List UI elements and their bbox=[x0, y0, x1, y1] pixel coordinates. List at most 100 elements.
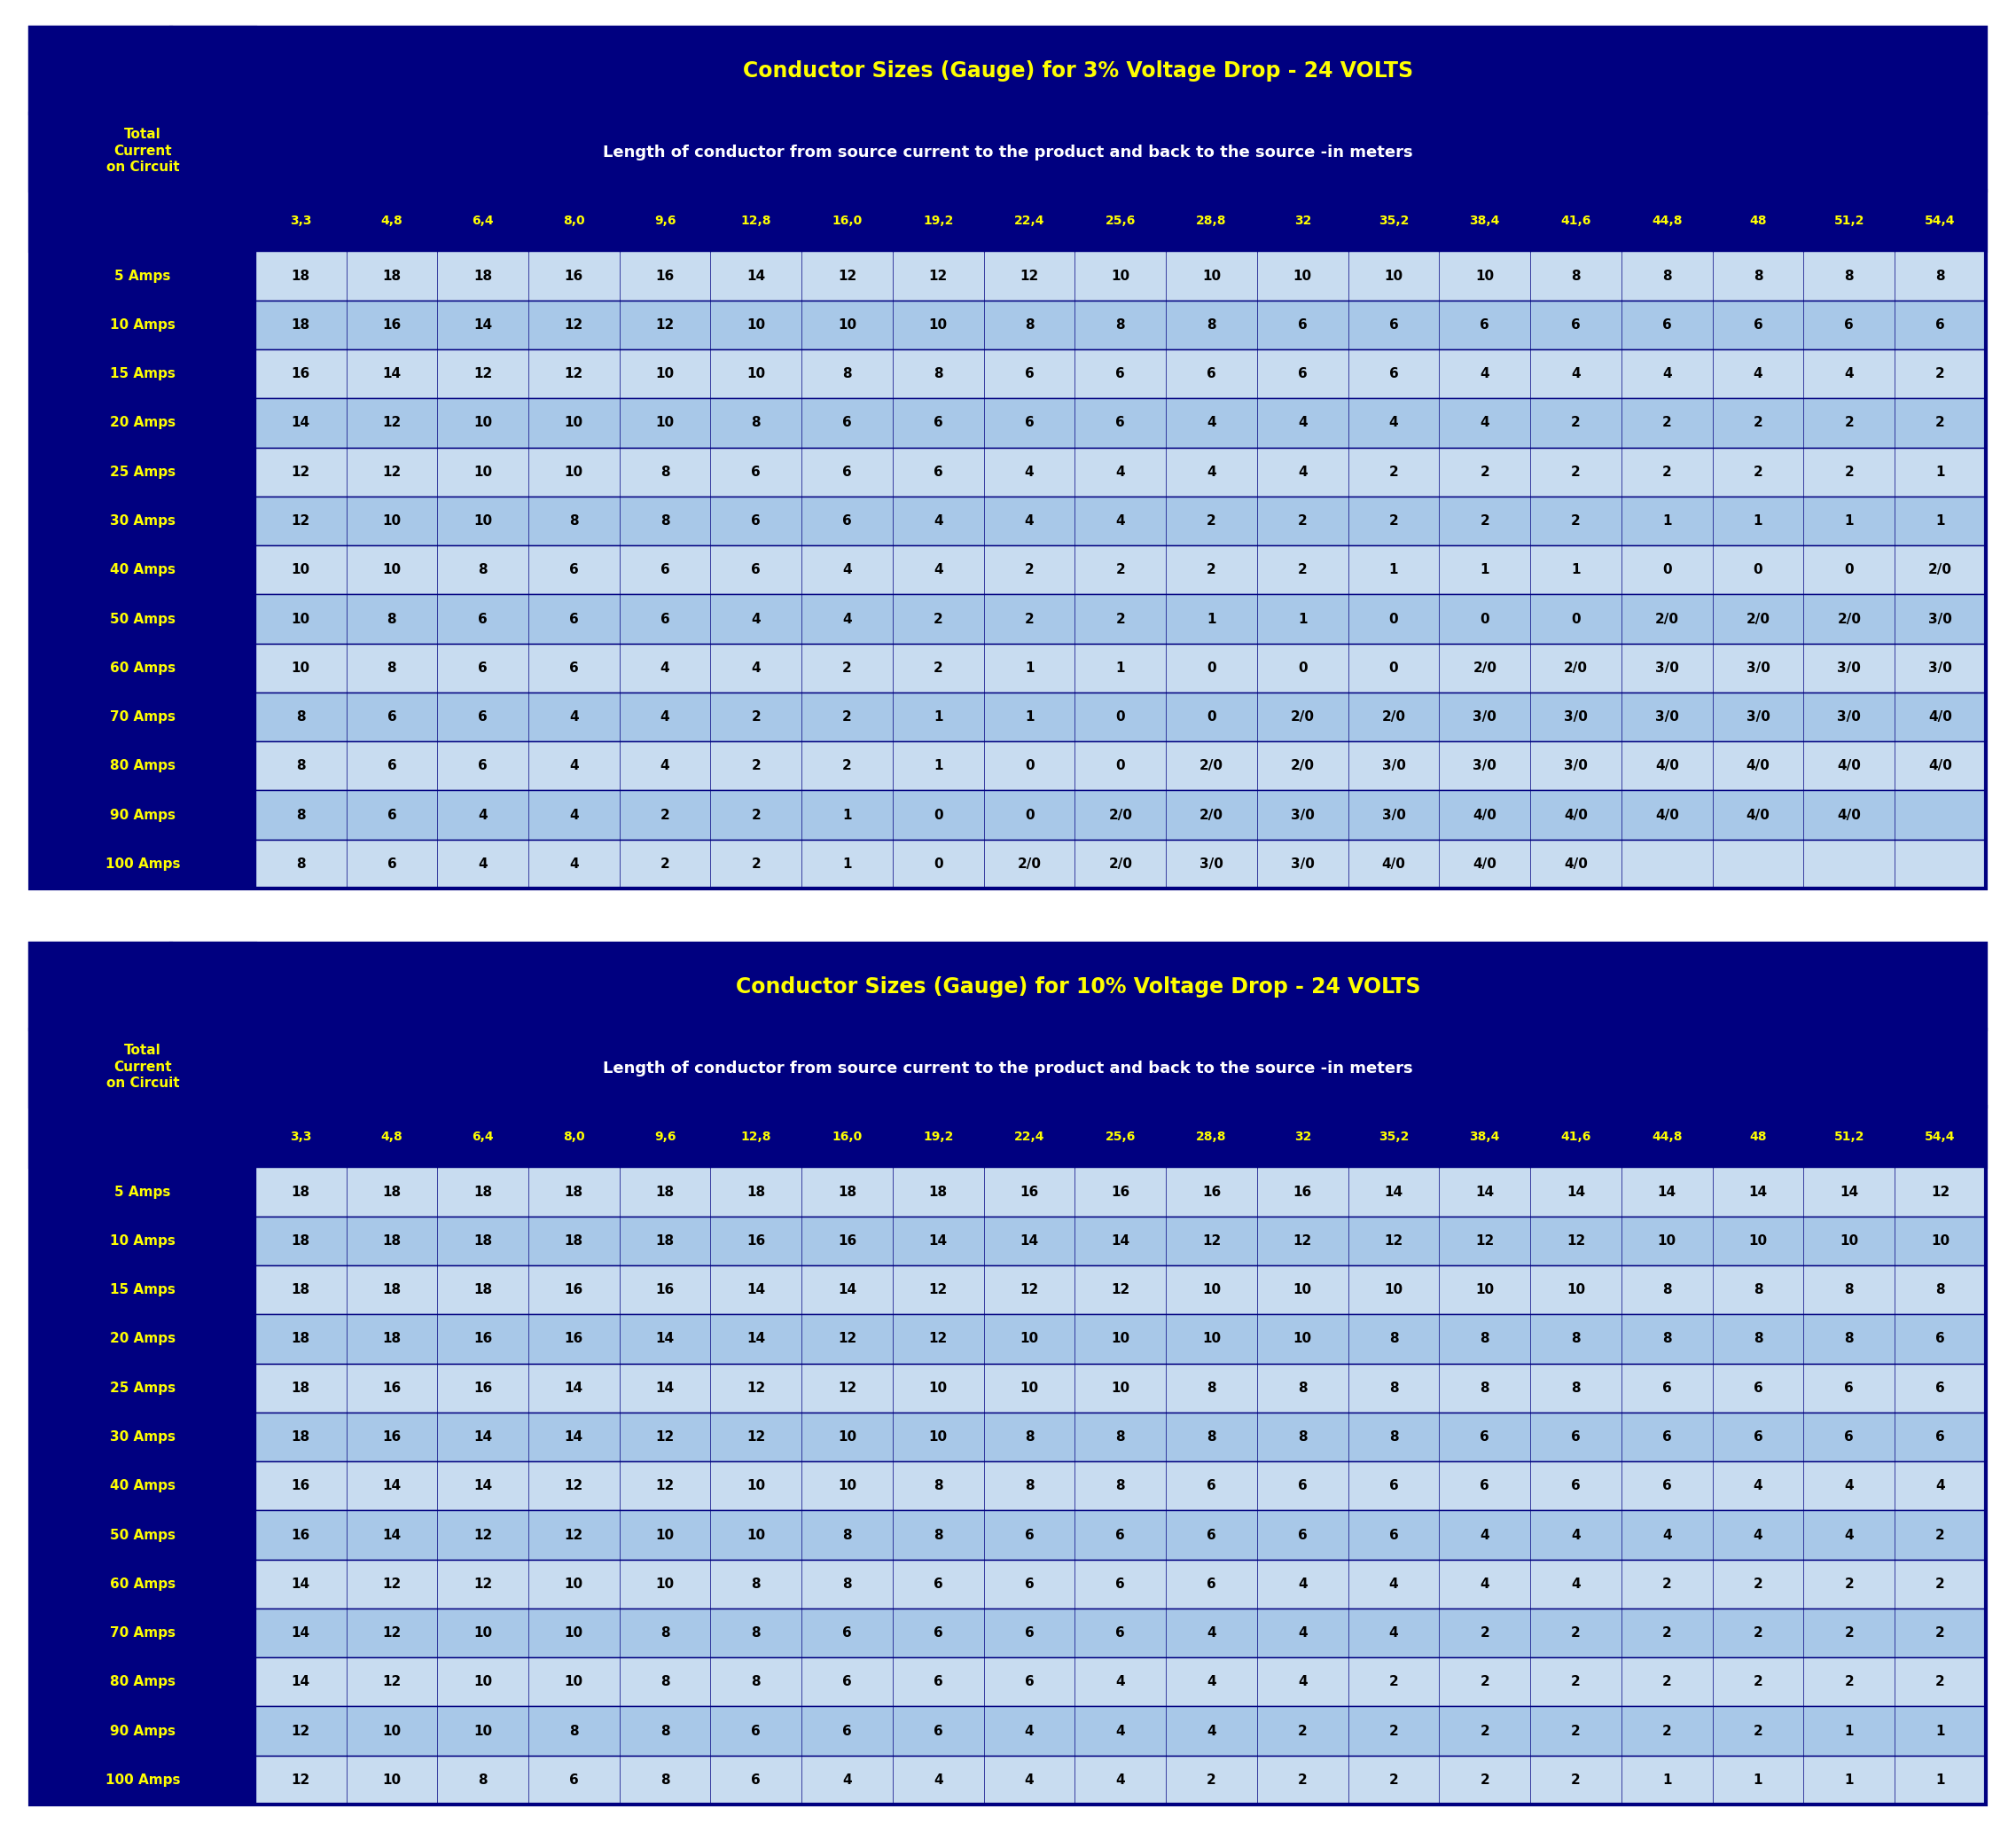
Text: 16: 16 bbox=[564, 269, 583, 282]
Text: 2/0: 2/0 bbox=[1655, 612, 1679, 625]
Text: 10: 10 bbox=[1111, 1332, 1129, 1345]
Text: 4: 4 bbox=[1024, 515, 1034, 528]
Text: 35,2: 35,2 bbox=[1379, 214, 1409, 227]
Text: 10: 10 bbox=[1292, 269, 1312, 282]
Text: 2: 2 bbox=[843, 711, 853, 724]
Text: 8: 8 bbox=[1024, 319, 1034, 332]
Text: 10: 10 bbox=[564, 1674, 583, 1689]
Text: 18: 18 bbox=[290, 1332, 310, 1345]
Text: 10: 10 bbox=[1385, 269, 1403, 282]
Text: 2: 2 bbox=[1663, 1674, 1671, 1689]
FancyBboxPatch shape bbox=[256, 546, 1986, 594]
Text: 51,2: 51,2 bbox=[1835, 214, 1865, 227]
Text: 12: 12 bbox=[746, 1431, 766, 1444]
Text: 4: 4 bbox=[1389, 1627, 1399, 1640]
Text: 12: 12 bbox=[383, 1627, 401, 1640]
Text: 2/0: 2/0 bbox=[1290, 711, 1314, 724]
Text: 1: 1 bbox=[1024, 711, 1034, 724]
Text: Conductor Sizes (Gauge) for 10% Voltage Drop - 24 VOLTS: Conductor Sizes (Gauge) for 10% Voltage … bbox=[736, 976, 1421, 997]
Text: 6: 6 bbox=[843, 1627, 853, 1640]
FancyBboxPatch shape bbox=[30, 594, 256, 643]
Text: 4: 4 bbox=[1298, 465, 1306, 478]
Text: 2: 2 bbox=[1389, 515, 1399, 528]
Text: 6: 6 bbox=[569, 612, 579, 625]
Text: 14: 14 bbox=[474, 1478, 492, 1493]
Text: 6: 6 bbox=[933, 1577, 943, 1590]
Text: 10: 10 bbox=[564, 1627, 583, 1640]
Text: 12: 12 bbox=[564, 319, 583, 332]
Text: 8: 8 bbox=[1570, 1332, 1581, 1345]
Text: 38,4: 38,4 bbox=[1470, 214, 1500, 227]
Text: 8: 8 bbox=[752, 1627, 760, 1640]
Text: 3/0: 3/0 bbox=[1381, 758, 1405, 773]
Text: 6: 6 bbox=[387, 711, 397, 724]
FancyBboxPatch shape bbox=[30, 943, 171, 1030]
Text: 4: 4 bbox=[1480, 1528, 1490, 1541]
Text: 6: 6 bbox=[1570, 1478, 1581, 1493]
Text: 6: 6 bbox=[1208, 1478, 1216, 1493]
Text: 14: 14 bbox=[383, 1528, 401, 1541]
Text: 4/0: 4/0 bbox=[1837, 758, 1861, 773]
Text: 6: 6 bbox=[1389, 366, 1399, 381]
Text: 16: 16 bbox=[839, 1235, 857, 1248]
Text: 8: 8 bbox=[1389, 1381, 1399, 1394]
Text: 12: 12 bbox=[839, 1332, 857, 1345]
Text: 6: 6 bbox=[843, 515, 853, 528]
Text: 18: 18 bbox=[564, 1235, 583, 1248]
Text: 6: 6 bbox=[752, 465, 760, 478]
Text: 6: 6 bbox=[1024, 1674, 1034, 1689]
Text: 2: 2 bbox=[1480, 1674, 1490, 1689]
Text: 12: 12 bbox=[1111, 1282, 1129, 1297]
Text: 54,4: 54,4 bbox=[1925, 1130, 1956, 1143]
Text: 6: 6 bbox=[1935, 1332, 1945, 1345]
Text: 54,4: 54,4 bbox=[1925, 214, 1956, 227]
Text: 8: 8 bbox=[1480, 1332, 1490, 1345]
Text: 0: 0 bbox=[1754, 562, 1762, 577]
Text: 14: 14 bbox=[474, 319, 492, 332]
FancyBboxPatch shape bbox=[256, 1462, 1986, 1510]
Text: 2: 2 bbox=[1208, 515, 1216, 528]
Text: 1: 1 bbox=[1663, 515, 1671, 528]
Text: 10: 10 bbox=[1020, 1381, 1038, 1394]
Text: Total
Current
on Circuit: Total Current on Circuit bbox=[107, 128, 179, 174]
Text: 8: 8 bbox=[1663, 1282, 1671, 1297]
Text: 0: 0 bbox=[1208, 661, 1216, 674]
FancyBboxPatch shape bbox=[30, 27, 256, 251]
Text: 14: 14 bbox=[655, 1381, 675, 1394]
FancyBboxPatch shape bbox=[256, 790, 1986, 839]
Text: 10: 10 bbox=[839, 1431, 857, 1444]
Text: 6: 6 bbox=[1298, 319, 1308, 332]
Text: 6: 6 bbox=[1389, 1478, 1399, 1493]
Text: 6: 6 bbox=[1845, 1431, 1855, 1444]
Text: 4: 4 bbox=[1480, 1577, 1490, 1590]
Text: 2: 2 bbox=[1935, 416, 1945, 429]
Text: 16: 16 bbox=[290, 1478, 310, 1493]
Text: 2: 2 bbox=[933, 612, 943, 625]
Text: 5 Amps: 5 Amps bbox=[115, 269, 171, 282]
Text: 4: 4 bbox=[1298, 1674, 1306, 1689]
FancyBboxPatch shape bbox=[256, 1658, 1986, 1706]
Text: 18: 18 bbox=[929, 1185, 948, 1198]
Text: 6: 6 bbox=[1754, 319, 1762, 332]
Text: 12: 12 bbox=[383, 416, 401, 429]
Text: 4: 4 bbox=[933, 515, 943, 528]
Text: 6: 6 bbox=[752, 562, 760, 577]
Text: 2: 2 bbox=[1935, 366, 1945, 381]
Text: 2: 2 bbox=[1845, 1577, 1855, 1590]
Text: 10 Amps: 10 Amps bbox=[111, 1235, 175, 1248]
Text: 6: 6 bbox=[1208, 366, 1216, 381]
Text: 9,6: 9,6 bbox=[653, 1130, 675, 1143]
Text: 2: 2 bbox=[1024, 562, 1034, 577]
Text: 18: 18 bbox=[290, 1282, 310, 1297]
Text: 2/0: 2/0 bbox=[1564, 661, 1589, 674]
Text: 3/0: 3/0 bbox=[1929, 661, 1951, 674]
Text: 2: 2 bbox=[752, 758, 760, 773]
Text: 16: 16 bbox=[1111, 1185, 1129, 1198]
Text: 8: 8 bbox=[296, 758, 304, 773]
Text: 0: 0 bbox=[1298, 661, 1306, 674]
Text: 14: 14 bbox=[746, 1282, 766, 1297]
Text: 1: 1 bbox=[933, 711, 943, 724]
Text: 2: 2 bbox=[1024, 612, 1034, 625]
Text: 10: 10 bbox=[564, 416, 583, 429]
Text: 8: 8 bbox=[933, 1478, 943, 1493]
